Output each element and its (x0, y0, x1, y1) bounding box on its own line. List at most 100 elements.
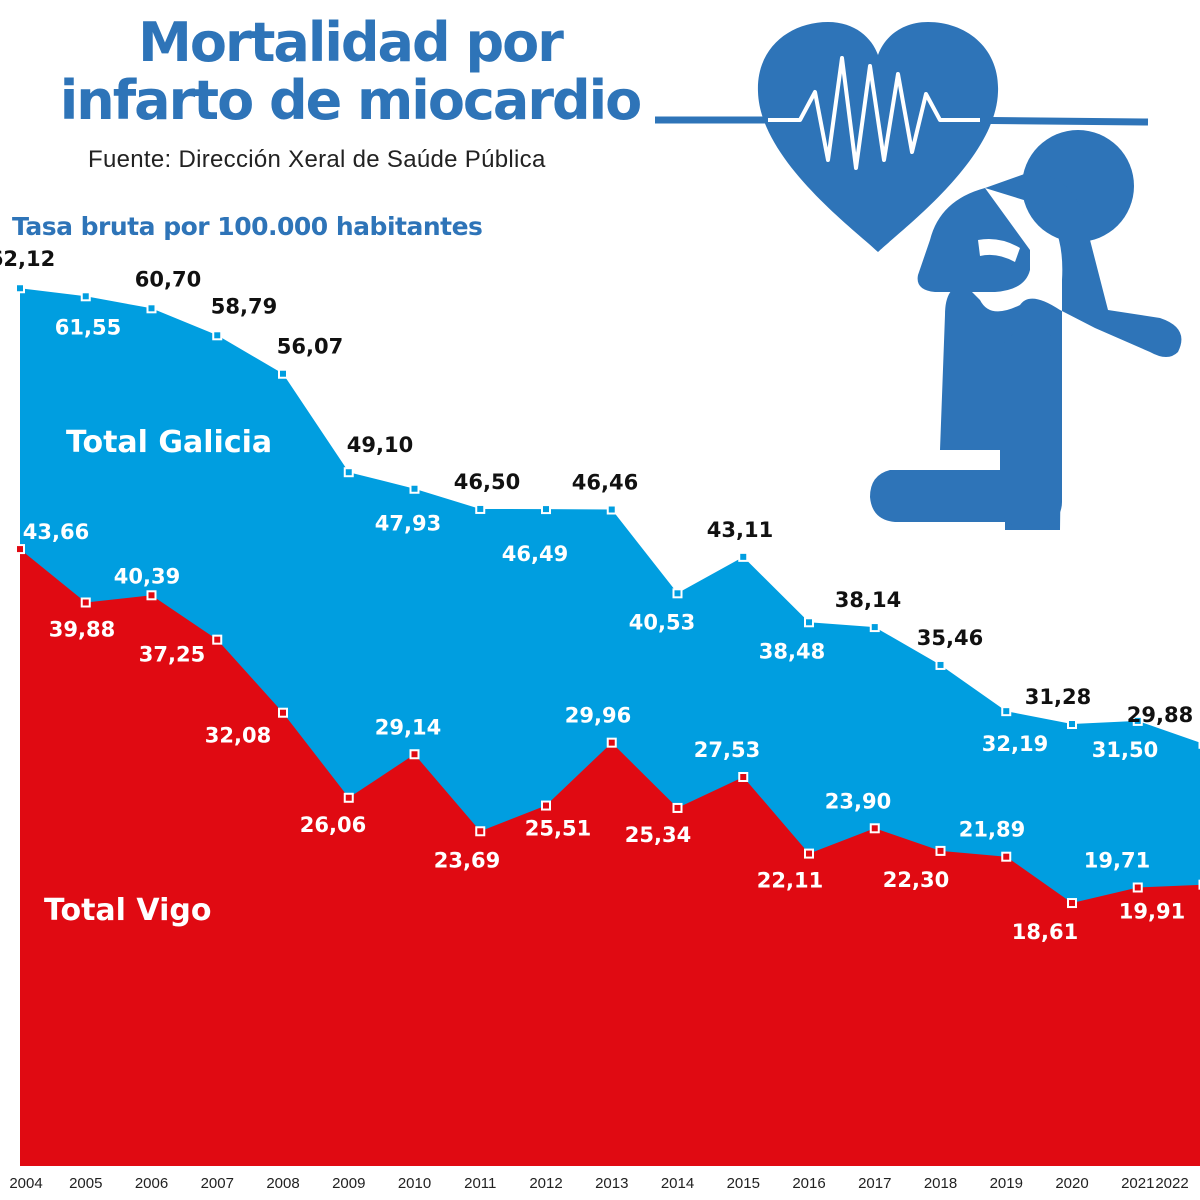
x-tick-label: 2007 (201, 1175, 234, 1192)
galicia-value-label: 43,11 (707, 518, 773, 542)
galicia-point (606, 504, 617, 515)
vigo-point (935, 845, 946, 856)
vigo-point (80, 597, 91, 608)
galicia-point (475, 503, 486, 514)
x-tick-label: 2018 (924, 1175, 957, 1192)
x-tick-label: 2008 (266, 1175, 299, 1192)
vigo-value-label: 19,71 (1084, 848, 1150, 872)
galicia-value-label: 38,14 (835, 588, 901, 612)
galicia-value-label: 61,55 (55, 315, 121, 339)
vigo-value-label: 37,25 (139, 643, 205, 667)
galicia-value-label: 56,07 (277, 335, 343, 359)
vigo-point (343, 792, 354, 803)
galicia-value-label: 60,70 (135, 267, 201, 291)
vigo-point (409, 749, 420, 760)
galicia-point (80, 291, 91, 302)
title-line-1: Mortalidad por (138, 11, 564, 74)
galicia-point (343, 467, 354, 478)
galicia-point (738, 551, 749, 562)
vigo-value-label: 19,91 (1119, 900, 1185, 924)
vigo-value-label: 39,88 (49, 617, 115, 641)
vigo-point (212, 634, 223, 645)
chart-title: Mortalidad por infarto de miocardio (0, 14, 700, 130)
vigo-point (1067, 898, 1077, 909)
vigo-value-label: 32,08 (205, 724, 271, 748)
vigo-point (475, 826, 486, 837)
vigo-value-label: 40,39 (114, 564, 180, 588)
vigo-point (541, 800, 551, 811)
x-tick-label: 2016 (792, 1175, 825, 1192)
galicia-point (1001, 706, 1012, 717)
vigo-area (20, 549, 1200, 1166)
vigo-point (1132, 882, 1143, 893)
x-tick-label: 2017 (858, 1175, 891, 1192)
series-label-vigo: Total Vigo (44, 893, 211, 928)
galicia-value-label: 46,49 (502, 542, 568, 566)
galicia-value-label: 46,46 (572, 471, 638, 495)
x-tick-label: 2019 (990, 1175, 1023, 1192)
galicia-value-label: 38,48 (759, 639, 825, 663)
galicia-value-label: 31,50 (1092, 738, 1158, 762)
x-tick-label: 2014 (661, 1175, 694, 1192)
galicia-value-label: 46,50 (454, 470, 520, 494)
vigo-point (606, 737, 617, 748)
vigo-point (1001, 851, 1012, 862)
galicia-point (212, 330, 223, 341)
x-tick-label: 2015 (727, 1175, 760, 1192)
y-axis-label: Tasa bruta por 100.000 habitantes (12, 212, 483, 241)
vigo-value-label: 27,53 (694, 738, 760, 762)
x-tick-label: 2005 (69, 1175, 102, 1192)
galicia-value-label: 32,19 (982, 732, 1048, 756)
x-tick-label: 2013 (595, 1175, 628, 1192)
source-note: Fuente: Dirección Xeral de Saúde Pública (88, 146, 546, 173)
vigo-point (738, 772, 749, 783)
galicia-point (15, 283, 25, 294)
vigo-point (672, 802, 683, 813)
galicia-point (869, 622, 880, 633)
x-tick-label: 2009 (332, 1175, 365, 1192)
x-tick-label: 2012 (529, 1175, 562, 1192)
galicia-value-label: 40,53 (629, 610, 695, 634)
vigo-value-label: 23,69 (434, 848, 500, 872)
marker-layer (15, 283, 1200, 909)
galicia-point (672, 588, 683, 599)
x-tick-label: 2010 (398, 1175, 431, 1192)
galicia-point (541, 504, 551, 515)
title-line-2: infarto de miocardio (59, 69, 643, 132)
galicia-point (1132, 715, 1143, 726)
galicia-point (409, 483, 420, 494)
galicia-value-label: 58,79 (211, 294, 277, 318)
vigo-value-label: 29,96 (565, 704, 631, 728)
vigo-value-label: 21,89 (959, 818, 1025, 842)
x-tick-label: 2006 (135, 1175, 168, 1192)
vigo-value-label: 22,11 (757, 869, 823, 893)
x-tick-label: 2020 (1055, 1175, 1088, 1192)
vigo-value-label: 23,90 (825, 789, 891, 813)
vigo-point (146, 590, 157, 601)
galicia-value-label: 29,88 (1127, 703, 1193, 727)
x-axis-ticks: 2004 2005 2006 2007 2008 2009 2010 2011 2012 2013… (9, 1175, 1188, 1192)
vigo-value-label: 43,66 (23, 520, 89, 544)
galicia-value-label: 47,93 (375, 512, 441, 536)
vigo-area-layer (20, 549, 1200, 1166)
vigo-value-label: 22,30 (883, 868, 949, 892)
vigo-value-label: 29,14 (375, 715, 441, 739)
vigo-point (278, 707, 288, 718)
vigo-value-label: 25,34 (625, 823, 691, 847)
vigo-point (869, 823, 880, 834)
galicia-value-label: 35,46 (917, 626, 983, 650)
galicia-point (1067, 719, 1077, 730)
vigo-value-label: 25,51 (525, 817, 591, 841)
heart-heartbeat-icon (655, 22, 1149, 252)
vigo-value-label: 26,06 (300, 813, 366, 837)
galicia-point (804, 617, 814, 628)
galicia-value-label: 62,12 (0, 247, 55, 271)
vigo-point (804, 848, 814, 859)
galicia-point (935, 659, 946, 670)
galicia-point (146, 303, 157, 314)
x-tick-label: 2022 (1155, 1175, 1188, 1192)
galicia-value-label: 49,10 (347, 433, 413, 457)
